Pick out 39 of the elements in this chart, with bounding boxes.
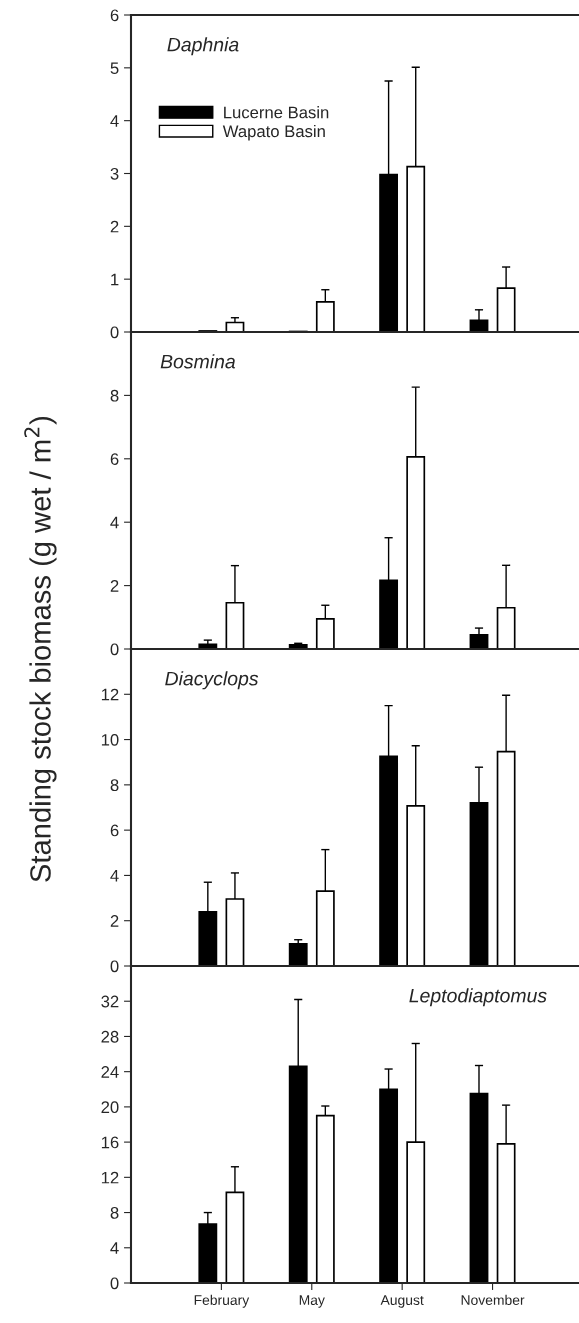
text: Daphnia (167, 37, 239, 56)
y-tick-label: 8 (110, 389, 119, 402)
y-tick-label: 6 (110, 9, 119, 22)
y-tick-label: 0 (110, 960, 119, 973)
x-tick-label: August (380, 1295, 424, 1308)
y-tick-label: 6 (110, 824, 119, 837)
y-axis-title: Standing stock biomass (g wet / m$^{2}$) (24, 416, 57, 882)
y-tick-label: 20 (101, 1101, 119, 1114)
text: Bosmina (160, 354, 236, 369)
y-tick-label: 0 (110, 1277, 119, 1290)
y-tick-label: 10 (101, 733, 119, 746)
text: Diacyclops (165, 671, 259, 690)
y-tick-label: 0 (110, 643, 119, 656)
y-tick-label: 0 (110, 326, 119, 339)
y-tick-label: 8 (110, 1206, 119, 1219)
y-tick-label: 12 (101, 688, 119, 701)
y-tick-label: 4 (110, 516, 119, 529)
y-tick-label: 4 (110, 870, 119, 882)
y-tick-label: 3 (110, 167, 119, 180)
y-tick-label: 4 (110, 115, 119, 127)
y-tick-label: 24 (101, 1066, 119, 1078)
y-tick-label: 6 (110, 453, 119, 465)
text: Leptodiaptomus (409, 988, 547, 1007)
legend-label: Wapato Basin (222, 124, 325, 141)
y-tick-label: 5 (110, 62, 119, 75)
y-tick-label: 2 (110, 220, 119, 233)
y-tick-label: 28 (101, 1030, 119, 1043)
y-tick-label: 32 (101, 995, 119, 1008)
x-tick-label: May (299, 1295, 325, 1308)
y-tick-label: 2 (110, 580, 119, 592)
y-tick-label: 12 (101, 1171, 119, 1184)
y-tick-label: 4 (110, 1242, 119, 1254)
x-tick-label: November (461, 1294, 525, 1306)
y-tick-label: 1 (111, 273, 119, 286)
x-tick-label: February (194, 1294, 250, 1308)
y-tick-label: 16 (101, 1136, 119, 1149)
y-tick-label: 8 (110, 779, 119, 792)
y-tick-label: 2 (110, 915, 119, 927)
legend-label: Lucerne Basin (224, 106, 329, 119)
